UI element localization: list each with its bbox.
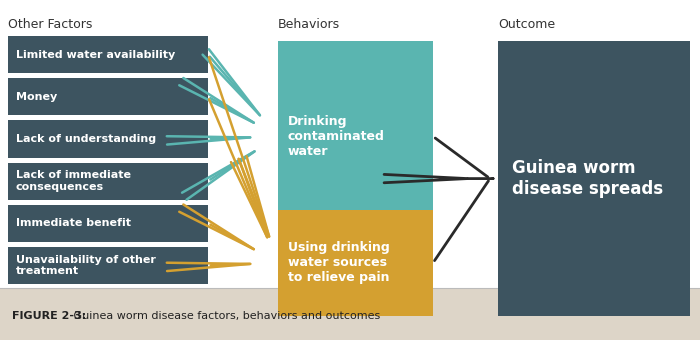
- FancyBboxPatch shape: [278, 210, 433, 316]
- Text: Money: Money: [16, 92, 57, 102]
- FancyBboxPatch shape: [8, 163, 208, 200]
- Text: Behaviors: Behaviors: [278, 18, 340, 31]
- FancyBboxPatch shape: [8, 36, 208, 73]
- FancyBboxPatch shape: [8, 205, 208, 242]
- Text: Using drinking
water sources
to relieve pain: Using drinking water sources to relieve …: [288, 241, 390, 285]
- Text: Limited water availability: Limited water availability: [16, 50, 175, 59]
- Text: Unavailability of other
treatment: Unavailability of other treatment: [16, 255, 156, 276]
- Text: Immediate benefit: Immediate benefit: [16, 218, 131, 228]
- Text: Lack of understanding: Lack of understanding: [16, 134, 156, 144]
- Text: Other Factors: Other Factors: [8, 18, 92, 31]
- FancyBboxPatch shape: [8, 120, 208, 157]
- Text: Guinea worm
disease spreads: Guinea worm disease spreads: [512, 159, 663, 198]
- Text: Outcome: Outcome: [498, 18, 555, 31]
- FancyBboxPatch shape: [8, 247, 208, 284]
- FancyBboxPatch shape: [0, 288, 700, 340]
- FancyBboxPatch shape: [498, 41, 690, 316]
- FancyBboxPatch shape: [8, 78, 208, 115]
- Text: Drinking
contaminated
water: Drinking contaminated water: [288, 115, 385, 158]
- FancyBboxPatch shape: [278, 41, 433, 232]
- Text: Lack of immediate
consequences: Lack of immediate consequences: [16, 170, 131, 192]
- Text: FIGURE 2-3:: FIGURE 2-3:: [12, 311, 86, 321]
- Text: Guinea worm disease factors, behaviors and outcomes: Guinea worm disease factors, behaviors a…: [70, 311, 380, 321]
